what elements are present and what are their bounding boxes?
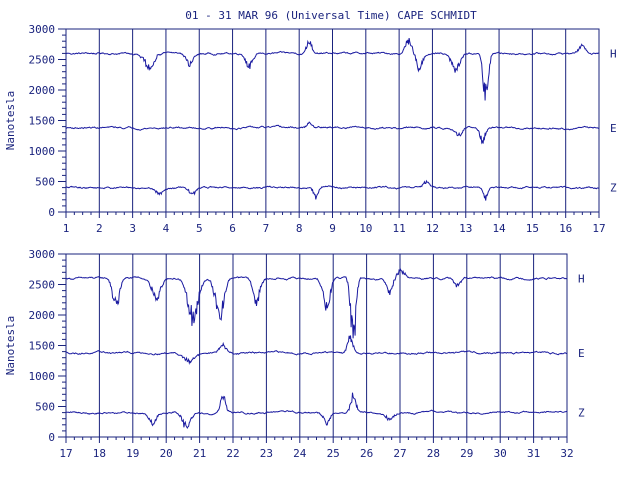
component-label-H: H	[610, 47, 617, 60]
x-tick-label: 5	[196, 222, 203, 235]
trace-E	[65, 335, 568, 365]
panel-days-1-17: 1 2 3 4 5 6 7 8 9 10 11 12 13 14 15 16 17050010001500200…	[4, 23, 617, 235]
component-label-E: E	[578, 347, 585, 360]
x-tick-label: 4	[163, 222, 170, 235]
x-tick-label: 9	[329, 222, 336, 235]
trace-E	[65, 121, 600, 145]
plot-frame	[65, 253, 568, 438]
x-tick-label: 16	[559, 222, 572, 235]
y-tick-label: 500	[35, 401, 55, 414]
trace-H	[65, 38, 600, 101]
trace-H	[65, 267, 568, 339]
x-tick-label: 25	[327, 447, 340, 460]
x-tick-label: 28	[427, 447, 440, 460]
component-label-Z: Z	[578, 407, 585, 420]
x-tick-label: 31	[527, 447, 540, 460]
y-tick-label: 0	[48, 206, 55, 219]
y-tick-label: 1500	[29, 340, 56, 353]
x-tick-label: 12	[426, 222, 439, 235]
x-tick-label: 11	[393, 222, 406, 235]
x-tick-label: 24	[293, 447, 307, 460]
y-tick-label: 500	[35, 176, 55, 189]
x-tick-label: 26	[360, 447, 373, 460]
y-tick-label: 2500	[29, 279, 56, 292]
y-tick-label: 1500	[29, 115, 56, 128]
trace-Z	[65, 392, 568, 430]
x-tick-label: 30	[494, 447, 507, 460]
x-tick-label: 10	[359, 222, 372, 235]
x-tick-label: 6	[229, 222, 236, 235]
x-tick-label: 19	[126, 447, 139, 460]
y-tick-label: 3000	[29, 23, 56, 36]
y-axis-label: Nanotesla	[4, 91, 17, 151]
x-tick-label: 3	[129, 222, 136, 235]
x-tick-label: 13	[459, 222, 472, 235]
x-tick-label: 29	[460, 447, 473, 460]
x-tick-label: 8	[296, 222, 303, 235]
y-tick-label: 2500	[29, 54, 56, 67]
y-axis-label: Nanotesla	[4, 316, 17, 376]
component-label-E: E	[610, 122, 617, 135]
x-tick-label: 1	[63, 222, 70, 235]
trace-Z	[65, 179, 600, 201]
x-tick-label: 7	[263, 222, 270, 235]
chart-title: 01 - 31 MAR 96 (Universal Time) CAPE SCH…	[185, 9, 477, 22]
x-tick-label: 22	[226, 447, 239, 460]
y-tick-label: 2000	[29, 84, 56, 97]
x-tick-label: 14	[492, 222, 506, 235]
y-tick-label: 0	[48, 431, 55, 444]
y-tick-label: 3000	[29, 248, 56, 261]
x-tick-label: 21	[193, 447, 206, 460]
x-tick-label: 18	[93, 447, 106, 460]
x-tick-label: 23	[260, 447, 273, 460]
x-tick-label: 15	[526, 222, 539, 235]
panel-days-17-32: 17 18 19 20 21 22 23 24 25 26 27 28 29 30 31 32 0 500 1000…	[4, 248, 585, 460]
x-tick-label: 32	[560, 447, 573, 460]
x-tick-label: 27	[393, 447, 406, 460]
x-tick-label: 2	[96, 222, 103, 235]
component-label-Z: Z	[610, 182, 617, 195]
y-tick-label: 1000	[29, 145, 56, 158]
x-tick-label: 17	[59, 447, 72, 460]
x-tick-label: 17	[592, 222, 605, 235]
y-tick-label: 2000	[29, 309, 56, 322]
x-tick-label: 20	[160, 447, 173, 460]
y-tick-label: 1000	[29, 370, 56, 383]
component-label-H: H	[578, 272, 585, 285]
